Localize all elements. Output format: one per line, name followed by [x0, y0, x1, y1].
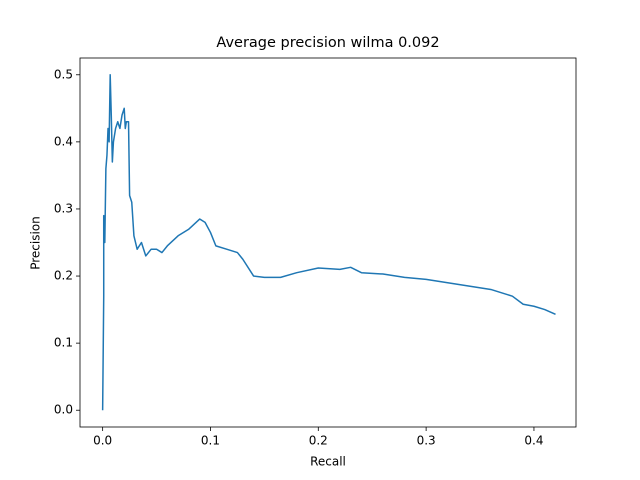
x-axis-label: Recall: [310, 455, 346, 469]
chart-title: Average precision wilma 0.092: [216, 35, 439, 51]
y-tick-label: 0.5: [54, 67, 73, 81]
x-tick-label: 0.1: [201, 434, 220, 448]
x-tick-label: 0.3: [417, 434, 436, 448]
y-tick-label: 0.1: [54, 336, 73, 350]
plot-frame: [79, 57, 577, 428]
y-tick-label: 0.3: [54, 201, 73, 215]
precision-line: [101, 74, 556, 411]
y-tick-label: 0.0: [54, 403, 73, 417]
y-axis-label: Precision: [29, 216, 43, 270]
x-tick-label: 0.2: [309, 434, 328, 448]
x-tick-label: 0.0: [93, 434, 112, 448]
y-tick-label: 0.2: [54, 269, 73, 283]
y-tick-label: 0.4: [54, 134, 73, 148]
x-tick-label: 0.4: [524, 434, 543, 448]
